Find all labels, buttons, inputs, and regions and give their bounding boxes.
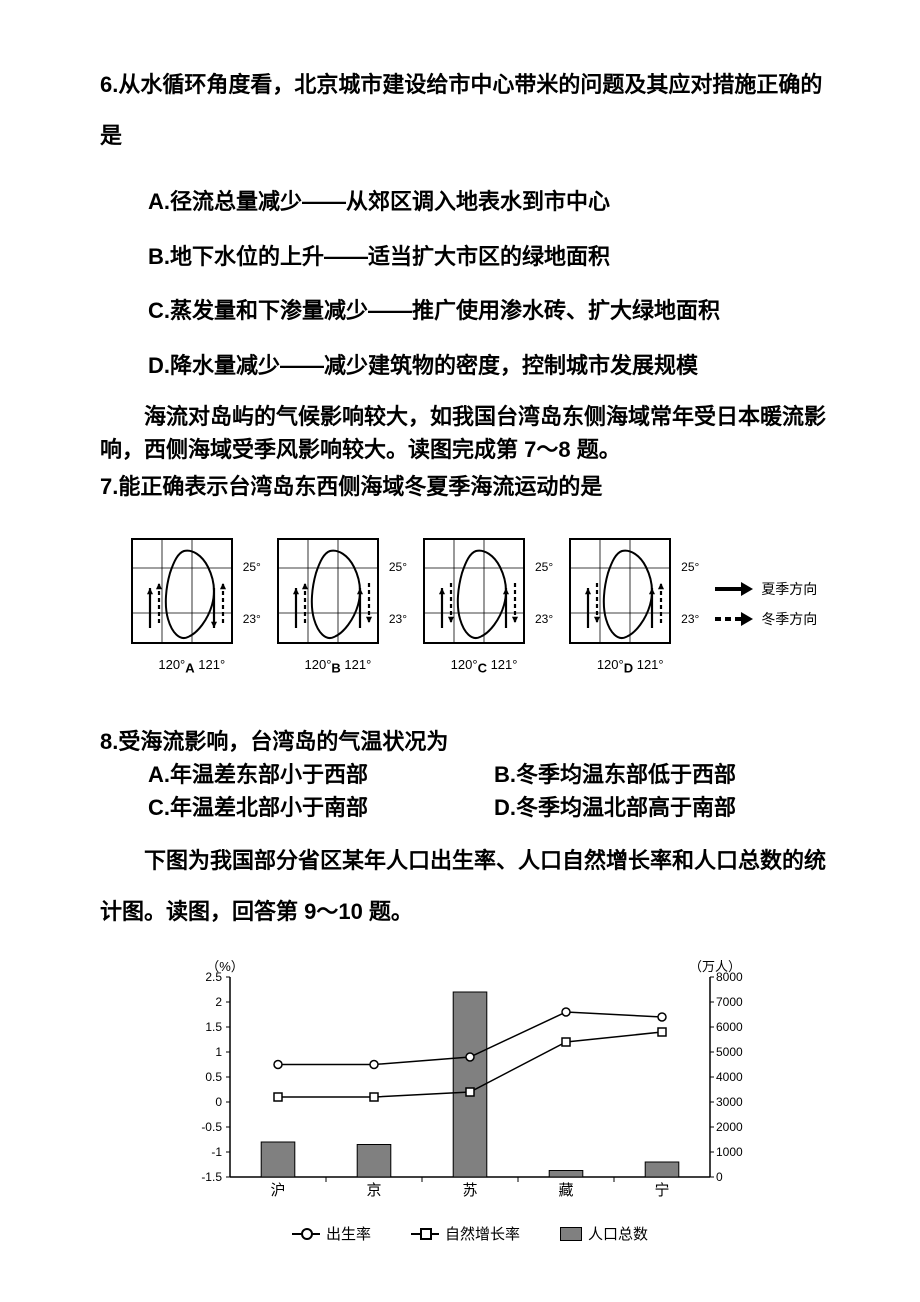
svg-text:（%）: （%） [206,959,244,974]
q6-option-d: D.降水量减少——减少建筑物的密度，控制城市发展规模 [148,341,840,392]
q7-legend: 夏季方向 冬季方向 [715,579,817,629]
legend-pop-label: 人口总数 [588,1223,648,1244]
legend-winter: 冬季方向 [715,609,817,629]
svg-text:宁: 宁 [654,1182,669,1199]
q6-stem: 6.从水循环角度看，北京城市建设给市中心带米的问题及其应对措施正确的是 [100,60,840,161]
q8-option-a: A.年温差东部小于西部 [148,758,494,791]
legend-winter-label: 冬季方向 [761,609,817,629]
q8-option-c: C.年温差北部小于南部 [148,791,494,824]
legend-nat-growth: 自然增长率 [411,1223,520,1244]
legend-summer: 夏季方向 [715,579,817,599]
context-7-8: 海流对岛屿的气候影响较大，如我国台湾岛东侧海域常年受日本暖流影响，西侧海域受季风… [100,400,840,466]
q8-options: A.年温差东部小于西部 B.冬季均温东部低于西部 C.年温差北部小于南部 D.冬… [148,758,840,824]
svg-text:7000: 7000 [716,995,743,1009]
q7-maps: 25°23°120°A 121°25°23°120°B 121°25°23°12… [100,533,840,676]
bar-icon [560,1227,582,1241]
arrow-dashed-icon [715,612,755,626]
q8-option-d: D.冬季均温北部高于南部 [494,791,840,824]
chart-legend: 出生率 自然增长率 人口总数 [100,1223,840,1244]
svg-text:沪: 沪 [270,1182,285,1199]
svg-text:（万人）: （万人） [689,959,741,974]
svg-text:1.5: 1.5 [205,1020,222,1034]
q8-stem: 8.受海流影响，台湾岛的气温状况为 [100,725,840,758]
svg-text:1: 1 [215,1045,222,1059]
open-square-icon [411,1227,439,1241]
svg-text:2: 2 [215,995,222,1009]
svg-text:0: 0 [716,1170,723,1184]
chart-svg: 2.521.510.50-0.5-1-1.5800070006000500040… [170,957,770,1217]
svg-text:京: 京 [366,1182,381,1199]
legend-population: 人口总数 [560,1223,648,1244]
open-circle-icon [292,1227,320,1241]
q6-option-b: B.地下水位的上升——适当扩大市区的绿地面积 [148,232,840,283]
legend-birth-rate: 出生率 [292,1223,371,1244]
ctx-7-8-text: 海流对岛屿的气候影响较大，如我国台湾岛东侧海域常年受日本暖流影响，西侧海域受季风… [100,400,840,466]
svg-text:-1: -1 [211,1145,222,1159]
svg-text:-1.5: -1.5 [201,1170,222,1184]
ctx-9-10: 下图为我国部分省区某年人口出生率、人口自然增长率和人口总数的统计图。读图，回答第… [100,836,840,937]
legend-growth-label: 自然增长率 [445,1223,520,1244]
svg-text:0: 0 [215,1095,222,1109]
svg-text:5000: 5000 [716,1045,743,1059]
svg-text:6000: 6000 [716,1020,743,1034]
legend-summer-label: 夏季方向 [761,579,817,599]
svg-text:-0.5: -0.5 [201,1120,222,1134]
svg-text:0.5: 0.5 [205,1070,222,1084]
population-chart: 2.521.510.50-0.5-1-1.5800070006000500040… [100,957,840,1217]
svg-text:4000: 4000 [716,1070,743,1084]
q8-option-b: B.冬季均温东部低于西部 [494,758,840,791]
arrow-solid-icon [715,582,755,596]
q7-stem: 7.能正确表示台湾岛东西侧海域冬夏季海流运动的是 [100,470,840,503]
q6-option-c: C.蒸发量和下渗量减少——推广使用渗水砖、扩大绿地面积 [148,286,840,337]
svg-text:藏: 藏 [558,1182,573,1199]
legend-birth-label: 出生率 [326,1223,371,1244]
svg-text:3000: 3000 [716,1095,743,1109]
svg-text:2000: 2000 [716,1120,743,1134]
svg-text:1000: 1000 [716,1145,743,1159]
q6-option-a: A.径流总量减少——从郊区调入地表水到市中心 [148,177,840,228]
svg-text:苏: 苏 [462,1182,477,1199]
